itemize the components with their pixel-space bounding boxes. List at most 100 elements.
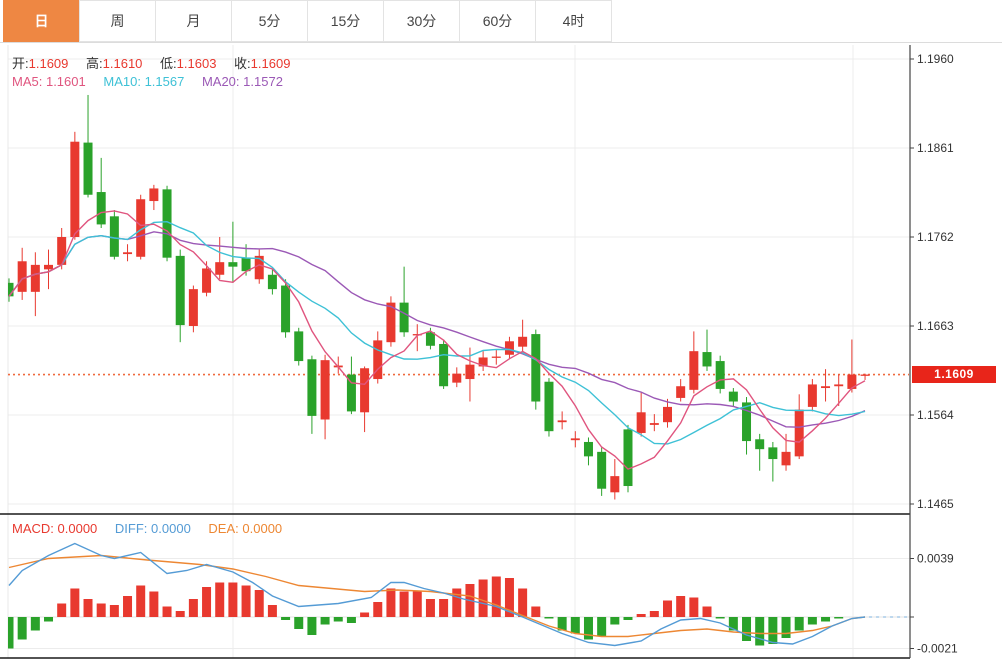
low-value: 1.1603 — [176, 56, 217, 71]
candle-body — [70, 141, 80, 237]
candle-body — [44, 264, 54, 270]
tab-day[interactable]: 日 — [3, 0, 80, 42]
macd-bar — [636, 614, 646, 617]
candle-body — [267, 274, 277, 290]
candle-body — [544, 381, 554, 432]
macd-bar — [307, 617, 317, 635]
macd-bar — [755, 617, 765, 646]
dea-value-label: DEA: 0.0000 — [208, 521, 283, 536]
macd-bar — [386, 588, 396, 617]
macd-bar — [162, 606, 172, 617]
candle-body — [281, 285, 291, 333]
candle-body — [610, 476, 620, 493]
macd-bar — [768, 617, 778, 644]
open-label: 开: — [12, 56, 29, 71]
macd-bar — [202, 587, 212, 617]
macd-bar — [30, 617, 40, 631]
macd-bar — [834, 617, 844, 619]
macd-bar — [175, 611, 185, 617]
candle-body — [860, 374, 870, 376]
macd-bar — [8, 617, 14, 649]
ma20-line — [8, 231, 866, 428]
candle-body — [188, 289, 198, 326]
close-value: 1.1609 — [250, 56, 291, 71]
candle-body — [597, 451, 607, 489]
ma-legend: MA5: 1.1601 MA10: 1.1567 MA20: 1.1572 — [12, 74, 283, 89]
candle-body — [649, 423, 659, 425]
macd-bar — [610, 617, 620, 625]
candle-body — [109, 216, 119, 257]
axis-tick-label: 1.1762 — [917, 230, 954, 244]
tab-5min[interactable]: 5分 — [231, 0, 308, 42]
current-price-badge: 1.1609 — [912, 366, 996, 383]
candle-body — [373, 340, 383, 380]
macd-bar — [544, 617, 554, 619]
macd-value-label: MACD: 0.0000 — [12, 521, 98, 536]
candle-body — [794, 409, 804, 457]
macd-bar — [70, 588, 80, 617]
candle-body — [346, 374, 356, 412]
macd-histogram — [8, 576, 844, 649]
axis-tick-label: 1.1663 — [917, 319, 954, 333]
macd-bar — [333, 617, 343, 622]
macd-bar — [715, 617, 725, 619]
candle-body — [557, 420, 567, 423]
candle-body — [439, 343, 449, 387]
candle-body — [399, 302, 409, 333]
candle-body — [241, 257, 251, 272]
candle-body — [294, 331, 304, 362]
candle-body — [504, 341, 514, 355]
axis-tick-label: 1.1960 — [917, 52, 954, 66]
macd-bar — [136, 585, 146, 617]
macd-bar — [557, 617, 567, 631]
macd-bar — [320, 617, 330, 625]
candle-body — [425, 332, 435, 346]
macd-bar — [44, 617, 54, 622]
candle-body — [452, 373, 462, 383]
candle-body — [728, 391, 738, 402]
tab-30min[interactable]: 30分 — [383, 0, 460, 42]
tab-15min[interactable]: 15分 — [307, 0, 384, 42]
macd-bar — [583, 617, 593, 640]
candle-body — [518, 336, 528, 347]
diff-value-label: DIFF: 0.0000 — [114, 521, 191, 536]
candle-body — [583, 441, 593, 457]
ma5-line — [8, 210, 866, 470]
close-label: 收: — [234, 56, 251, 71]
macd-bar — [83, 599, 93, 617]
axis-tick-label: 1.1861 — [917, 141, 954, 155]
tab-month[interactable]: 月 — [155, 0, 232, 42]
macd-bar — [149, 591, 159, 617]
axis-tick-label: 1.1564 — [917, 408, 954, 422]
macd-bar — [281, 617, 291, 620]
tab-week[interactable]: 周 — [79, 0, 156, 42]
macd-bar — [742, 617, 752, 641]
candle-body — [228, 262, 238, 267]
dea-line — [8, 554, 866, 638]
ma5-label: MA5: 1.1601 — [12, 74, 86, 89]
candle-body — [834, 384, 844, 387]
macd-bar — [254, 590, 264, 617]
candle-body — [636, 412, 646, 433]
candle-body — [531, 334, 541, 402]
candle-body — [768, 447, 778, 460]
candle-body — [17, 261, 27, 292]
macd-bar — [425, 599, 435, 617]
ma10-line — [8, 220, 866, 445]
macd-bar — [241, 585, 251, 617]
tab-4hour[interactable]: 4时 — [535, 0, 612, 42]
candle-body — [847, 374, 857, 389]
candle-body — [623, 429, 633, 487]
macd-bar — [399, 591, 409, 617]
candle-body — [307, 359, 317, 416]
tab-60min[interactable]: 60分 — [459, 0, 536, 42]
candle-body — [412, 334, 422, 336]
ohlc-legend: 开:1.1609 高:1.1610 低:1.1603 收:1.1609 — [12, 53, 290, 72]
candle-body — [570, 438, 580, 441]
macd-bar — [215, 582, 225, 617]
macd-bar — [597, 617, 607, 637]
candle-body — [715, 361, 725, 389]
candle-body — [781, 451, 791, 466]
